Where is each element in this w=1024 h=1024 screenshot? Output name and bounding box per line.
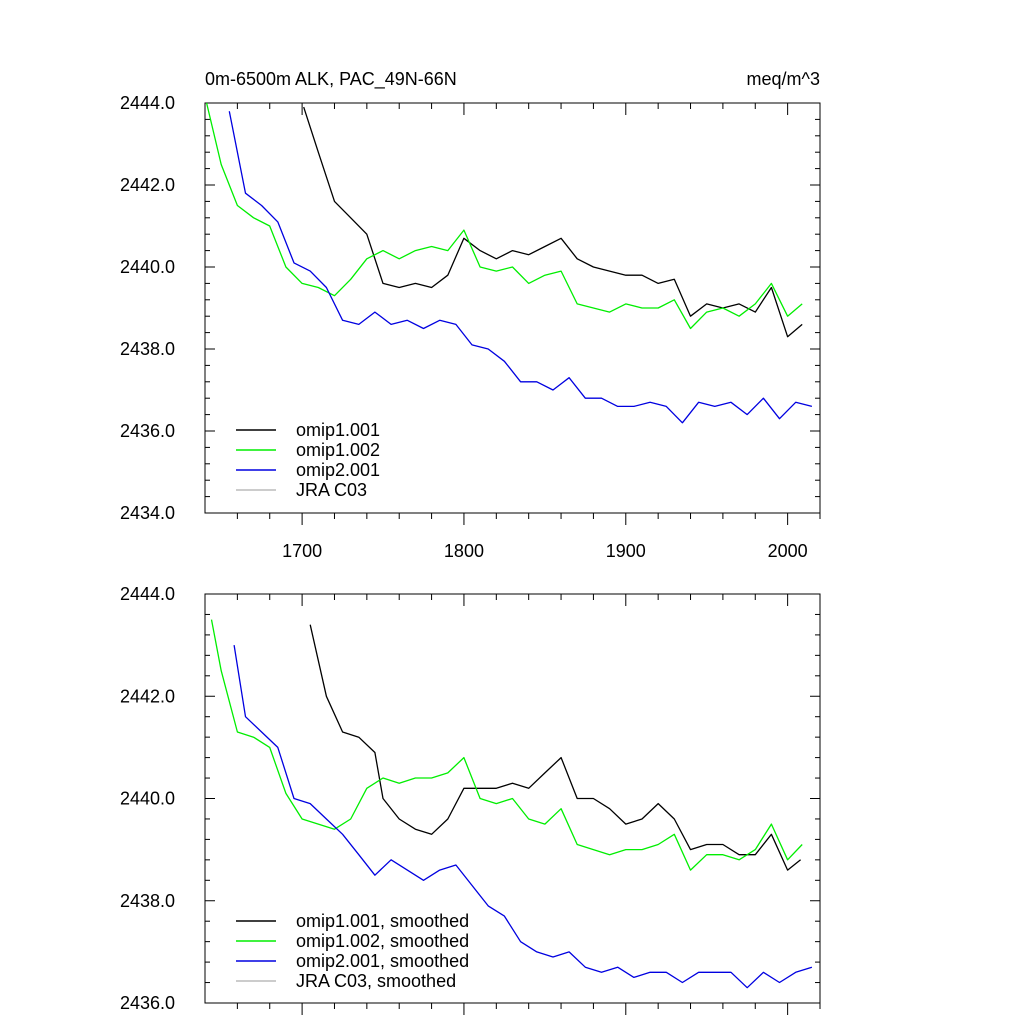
x-tick-label: 1800 — [444, 541, 484, 561]
y-tick-label: 2442.0 — [120, 175, 175, 195]
legend-label: JRA C03, smoothed — [296, 971, 456, 991]
y-tick-label: 2440.0 — [120, 789, 175, 809]
series-line — [303, 106, 803, 338]
legend-label: omip2.001, smoothed — [296, 951, 469, 971]
y-tick-label: 2444.0 — [120, 584, 175, 604]
legend-label: omip1.002, smoothed — [296, 931, 469, 951]
y-tick-label: 2444.0 — [120, 93, 175, 113]
chart-units: meq/m^3 — [747, 69, 820, 89]
series-line — [233, 644, 813, 989]
legend-label: omip1.001 — [296, 420, 380, 440]
legend-label: omip1.001, smoothed — [296, 911, 469, 931]
series-line — [228, 111, 813, 424]
series-line — [309, 624, 802, 871]
plot-frame — [204, 102, 821, 514]
y-tick-label: 2438.0 — [120, 891, 175, 911]
legend-label: omip2.001 — [296, 460, 380, 480]
y-tick-label: 2434.0 — [120, 503, 175, 523]
y-tick-label: 2442.0 — [120, 686, 175, 706]
y-tick-label: 2436.0 — [120, 993, 175, 1013]
x-tick-label: 1700 — [282, 541, 322, 561]
top-panel: 0m-6500m ALK, PAC_49N-66N meq/m^3 2434.0… — [120, 69, 821, 561]
series-line — [205, 102, 803, 330]
series-line — [210, 619, 803, 871]
chart-title: 0m-6500m ALK, PAC_49N-66N — [205, 69, 457, 90]
y-tick-label: 2440.0 — [120, 257, 175, 277]
legend-label: omip1.002 — [296, 440, 380, 460]
bottom-panel: 2436.0 2438.0 2440.0 2442.0 2444.0 omip1.001,… — [120, 584, 821, 1015]
x-tick-label: 2000 — [768, 541, 808, 561]
legend-label: JRA C03 — [296, 480, 367, 500]
y-tick-label: 2436.0 — [120, 421, 175, 441]
x-tick-label: 1900 — [606, 541, 646, 561]
y-tick-label: 2438.0 — [120, 339, 175, 359]
